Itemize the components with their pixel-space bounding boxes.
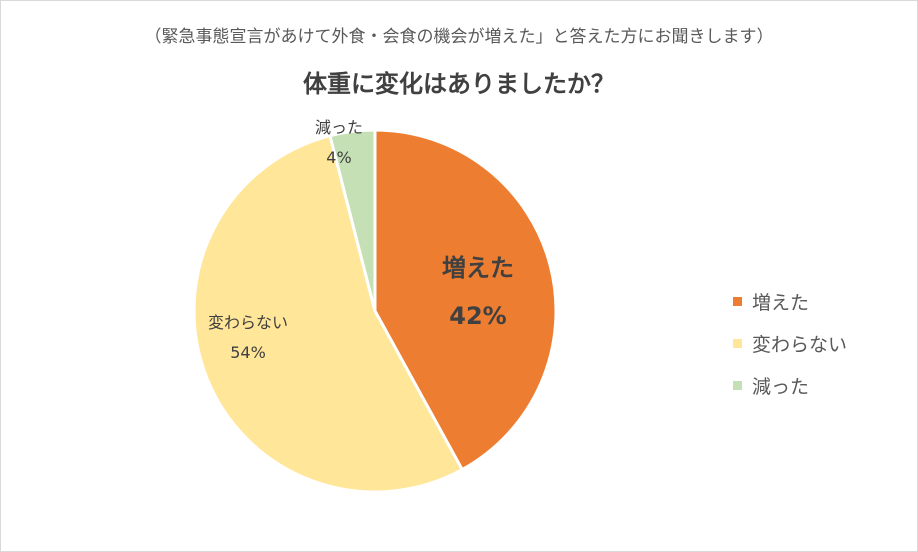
slice-label-0: 増えた <box>442 254 514 282</box>
legend-swatch-0 <box>733 296 742 306</box>
slice-percent-2: 4% <box>326 148 351 167</box>
legend-label-0: 増えた <box>752 291 810 314</box>
legend-item-2: 減った <box>733 364 847 406</box>
chart-title: 体重に変化はありましたか？ <box>303 70 615 98</box>
legend-label-1: 変わらない <box>752 333 848 356</box>
legend-item-1: 変わらない <box>733 322 847 364</box>
slice-percent-1: 54% <box>230 343 266 362</box>
legend-item-0: 増えた <box>733 280 847 322</box>
legend-label-2: 減った <box>752 375 810 398</box>
slice-percent-0: 42% <box>449 302 506 330</box>
pie-slice-2 <box>328 128 377 312</box>
slice-label-1: 変わらない <box>208 313 288 332</box>
legend-swatch-2 <box>733 380 742 390</box>
legend-swatch-1 <box>733 338 742 348</box>
slice-label-2: 減った <box>315 118 363 137</box>
pie-slice-1 <box>192 133 465 494</box>
chart-legend: 増えた変わらない減った <box>733 280 847 406</box>
pie-slice-0 <box>373 128 558 472</box>
chart-subtitle: （緊急事態宣言があけて外食・会食の機会が増えた」と答えた方にお聞きします） <box>144 27 774 47</box>
